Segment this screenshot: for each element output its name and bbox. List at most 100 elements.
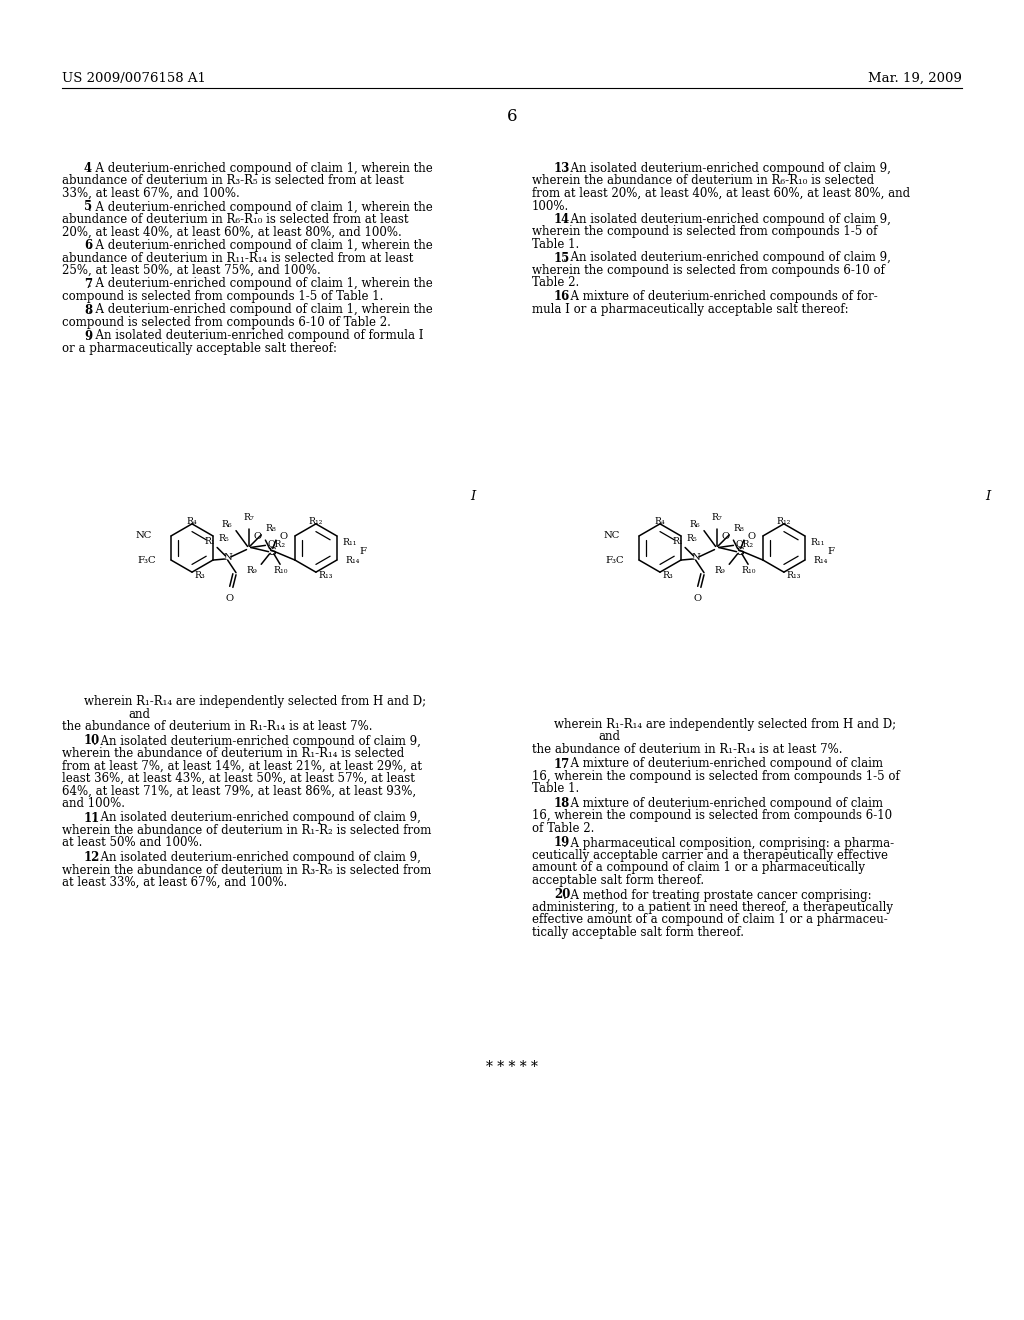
- Text: 16: 16: [554, 290, 570, 304]
- Text: R₁₃: R₁₃: [786, 570, 801, 579]
- Text: 17: 17: [554, 758, 570, 771]
- Text: O: O: [721, 532, 729, 541]
- Text: and: and: [128, 708, 150, 721]
- Text: R₁: R₁: [673, 537, 683, 546]
- Text: F₃C: F₃C: [138, 556, 157, 565]
- Text: 8: 8: [84, 304, 92, 317]
- Text: at least 50% and 100%.: at least 50% and 100%.: [62, 837, 203, 850]
- Text: . A mixture of deuterium-enriched compound of claim: . A mixture of deuterium-enriched compou…: [563, 758, 883, 771]
- Text: R₁₃: R₁₃: [318, 570, 333, 579]
- Text: . An isolated deuterium-enriched compound of claim 9,: . An isolated deuterium-enriched compoun…: [93, 812, 421, 825]
- Text: O: O: [693, 594, 701, 603]
- Text: . A mixture of deuterium-enriched compounds of for-: . A mixture of deuterium-enriched compou…: [563, 290, 878, 304]
- Text: . A mixture of deuterium-enriched compound of claim: . A mixture of deuterium-enriched compou…: [563, 797, 883, 810]
- Text: R₃: R₃: [195, 570, 205, 579]
- Text: Table 2.: Table 2.: [532, 276, 580, 289]
- Text: . An isolated deuterium-enriched compound of claim 9,: . An isolated deuterium-enriched compoun…: [93, 851, 421, 865]
- Text: wherein the abundance of deuterium in R₁-R₁₄ is selected: wherein the abundance of deuterium in R₁…: [62, 747, 404, 760]
- Text: 13: 13: [554, 162, 570, 176]
- Text: from at least 20%, at least 40%, at least 60%, at least 80%, and: from at least 20%, at least 40%, at leas…: [532, 187, 910, 201]
- Text: 20%, at least 40%, at least 60%, at least 80%, and 100%.: 20%, at least 40%, at least 60%, at leas…: [62, 226, 401, 239]
- Text: 25%, at least 50%, at least 75%, and 100%.: 25%, at least 50%, at least 75%, and 100…: [62, 264, 321, 277]
- Text: R₁: R₁: [204, 537, 215, 546]
- Text: I: I: [470, 490, 475, 503]
- Text: 100%.: 100%.: [532, 199, 569, 213]
- Text: R₁₂: R₁₂: [308, 516, 324, 525]
- Text: administering, to a patient in need thereof, a therapeutically: administering, to a patient in need ther…: [532, 902, 893, 913]
- Text: 4: 4: [84, 162, 92, 176]
- Text: the abundance of deuterium in R₁-R₁₄ is at least 7%.: the abundance of deuterium in R₁-R₁₄ is …: [532, 743, 843, 756]
- Text: NC: NC: [604, 532, 621, 540]
- Text: O: O: [748, 532, 755, 541]
- Text: Table 1.: Table 1.: [532, 238, 580, 251]
- Text: R₇: R₇: [244, 513, 254, 523]
- Text: wherein the compound is selected from compounds 1-5 of: wherein the compound is selected from co…: [532, 226, 878, 239]
- Text: . An isolated deuterium-enriched compound of claim 9,: . An isolated deuterium-enriched compoun…: [563, 162, 891, 176]
- Text: . A deuterium-enriched compound of claim 1, wherein the: . A deuterium-enriched compound of claim…: [88, 201, 433, 214]
- Text: 7: 7: [84, 277, 92, 290]
- Text: R₁₁: R₁₁: [810, 539, 824, 546]
- Text: R₉: R₉: [715, 566, 725, 576]
- Text: 11: 11: [84, 812, 100, 825]
- Text: acceptable salt form thereof.: acceptable salt form thereof.: [532, 874, 705, 887]
- Text: wherein the abundance of deuterium in R₆-R₁₀ is selected: wherein the abundance of deuterium in R₆…: [532, 174, 874, 187]
- Text: wherein the abundance of deuterium in R₃-R₅ is selected from: wherein the abundance of deuterium in R₃…: [62, 863, 431, 876]
- Text: R₃: R₃: [663, 570, 673, 579]
- Text: wherein the abundance of deuterium in R₁-R₂ is selected from: wherein the abundance of deuterium in R₁…: [62, 824, 431, 837]
- Text: NC: NC: [136, 532, 153, 540]
- Text: 5: 5: [84, 201, 92, 214]
- Text: wherein the compound is selected from compounds 6-10 of: wherein the compound is selected from co…: [532, 264, 885, 277]
- Text: OR₂: OR₂: [735, 540, 754, 549]
- Text: compound is selected from compounds 6-10 of Table 2.: compound is selected from compounds 6-10…: [62, 315, 391, 329]
- Text: the abundance of deuterium in R₁-R₁₄ is at least 7%.: the abundance of deuterium in R₁-R₁₄ is …: [62, 719, 373, 733]
- Text: R₅: R₅: [686, 533, 697, 543]
- Text: compound is selected from compounds 1-5 of Table 1.: compound is selected from compounds 1-5 …: [62, 290, 383, 304]
- Text: 16, wherein the compound is selected from compounds 6-10: 16, wherein the compound is selected fro…: [532, 809, 892, 822]
- Text: . A deuterium-enriched compound of claim 1, wherein the: . A deuterium-enriched compound of claim…: [88, 162, 433, 176]
- Text: O: O: [225, 594, 233, 603]
- Text: I: I: [985, 490, 990, 503]
- Text: 64%, at least 71%, at least 79%, at least 86%, at least 93%,: 64%, at least 71%, at least 79%, at leas…: [62, 784, 416, 797]
- Text: R₁₁: R₁₁: [342, 539, 356, 546]
- Text: and 100%.: and 100%.: [62, 797, 125, 810]
- Text: 18: 18: [554, 797, 570, 810]
- Text: R₈: R₈: [733, 524, 744, 533]
- Text: Table 1.: Table 1.: [532, 783, 580, 796]
- Text: F: F: [359, 548, 367, 556]
- Text: amount of a compound of claim 1 or a pharmaceutically: amount of a compound of claim 1 or a pha…: [532, 862, 865, 874]
- Text: of Table 2.: of Table 2.: [532, 822, 594, 836]
- Text: R₁₀: R₁₀: [273, 566, 289, 576]
- Text: 6: 6: [84, 239, 92, 252]
- Text: . An isolated deuterium-enriched compound of claim 9,: . An isolated deuterium-enriched compoun…: [563, 213, 891, 226]
- Text: abundance of deuterium in R₁₁-R₁₄ is selected from at least: abundance of deuterium in R₁₁-R₁₄ is sel…: [62, 252, 414, 264]
- Text: OR₂: OR₂: [267, 540, 286, 549]
- Text: mula I or a pharmaceutically acceptable salt thereof:: mula I or a pharmaceutically acceptable …: [532, 302, 849, 315]
- Text: . A deuterium-enriched compound of claim 1, wherein the: . A deuterium-enriched compound of claim…: [88, 277, 433, 290]
- Text: R₅: R₅: [218, 533, 229, 543]
- Text: . An isolated deuterium-enriched compound of formula I: . An isolated deuterium-enriched compoun…: [88, 330, 424, 342]
- Text: abundance of deuterium in R₆-R₁₀ is selected from at least: abundance of deuterium in R₆-R₁₀ is sele…: [62, 213, 409, 226]
- Text: 20: 20: [554, 888, 570, 902]
- Text: . An isolated deuterium-enriched compound of claim 9,: . An isolated deuterium-enriched compoun…: [563, 252, 891, 264]
- Text: 10: 10: [84, 734, 100, 747]
- Text: ceutically acceptable carrier and a therapeutically effective: ceutically acceptable carrier and a ther…: [532, 849, 888, 862]
- Text: . A deuterium-enriched compound of claim 1, wherein the: . A deuterium-enriched compound of claim…: [88, 239, 433, 252]
- Text: wherein R₁-R₁₄ are independently selected from H and D;: wherein R₁-R₁₄ are independently selecte…: [554, 718, 896, 731]
- Text: R₁₀: R₁₀: [741, 566, 757, 576]
- Text: 12: 12: [84, 851, 100, 865]
- Text: least 36%, at least 43%, at least 50%, at least 57%, at least: least 36%, at least 43%, at least 50%, a…: [62, 772, 415, 785]
- Text: Mar. 19, 2009: Mar. 19, 2009: [868, 73, 962, 84]
- Text: R₁₄: R₁₄: [345, 556, 359, 565]
- Text: 15: 15: [554, 252, 570, 264]
- Text: tically acceptable salt form thereof.: tically acceptable salt form thereof.: [532, 927, 744, 939]
- Text: O: O: [253, 532, 261, 541]
- Text: . A deuterium-enriched compound of claim 1, wherein the: . A deuterium-enriched compound of claim…: [88, 304, 433, 317]
- Text: S: S: [268, 546, 275, 557]
- Text: US 2009/0076158 A1: US 2009/0076158 A1: [62, 73, 206, 84]
- Text: R₉: R₉: [246, 566, 257, 576]
- Text: . A method for treating prostate cancer comprising:: . A method for treating prostate cancer …: [563, 888, 871, 902]
- Text: R₁₂: R₁₂: [777, 516, 792, 525]
- Text: R₇: R₇: [712, 513, 722, 523]
- Text: N: N: [223, 553, 232, 562]
- Text: R₆: R₆: [221, 520, 231, 528]
